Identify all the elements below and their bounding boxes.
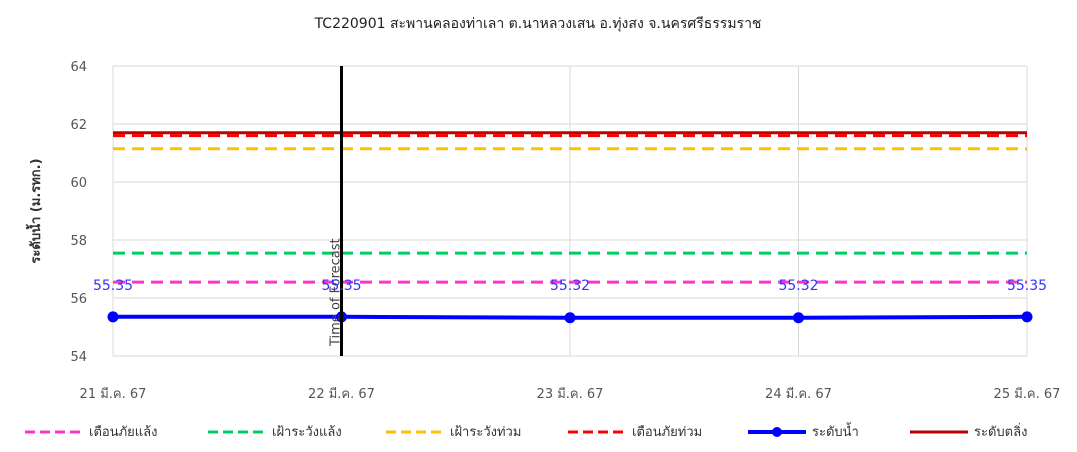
y-tick-label: 62: [70, 118, 87, 133]
legend-label: ระดับน้ำ: [812, 422, 859, 440]
y-tick-label: 54: [70, 350, 87, 365]
legend-label: เฝ้าระวังท่วม: [450, 425, 521, 440]
y-tick-label: 64: [70, 60, 87, 75]
data-point-marker: [564, 312, 576, 324]
data-label: 55.32: [550, 278, 590, 294]
legend-label: เตือนภัยแล้ง: [89, 424, 157, 440]
legend-marker: [772, 427, 782, 437]
y-tick-labels: 54 56 58 60 62 64: [70, 60, 87, 365]
data-point-marker: [107, 311, 119, 323]
gridlines: [112, 65, 1028, 357]
chart-title: TC220901 สะพานคลองท่าเลา ต.นาหลวงเสน อ.ท…: [314, 16, 762, 32]
x-tick-label: 24 มี.ค. 67: [765, 386, 832, 402]
data-label: 55.32: [778, 278, 818, 294]
legend-label: เฝ้าระวังแล้ง: [272, 425, 342, 440]
y-tick-label: 56: [70, 292, 87, 307]
forecast-label: Time of Forecast: [329, 238, 344, 347]
legend-label: เตือนภัยท่วม: [632, 424, 702, 440]
legend: เตือนภัยแล้ง เฝ้าระวังแล้ง เฝ้าระวังท่วม เต…: [25, 422, 1027, 440]
x-tick-label: 21 มี.ค. 67: [80, 386, 147, 402]
data-label: 55.35: [93, 278, 133, 294]
y-tick-label: 60: [70, 176, 87, 191]
series-lines: [107, 131, 1033, 324]
annotations: Time of Forecast: [329, 66, 344, 356]
data-label: 55.35: [321, 278, 361, 294]
x-tick-labels: 21 มี.ค. 67 22 มี.ค. 67 23 มี.ค. 67 24 มี.ค…: [80, 386, 1061, 402]
y-tick-label: 58: [70, 234, 87, 249]
y-axis-label: ระดับน้ำ (ม.รทก.): [25, 158, 44, 263]
x-tick-label: 23 มี.ค. 67: [537, 386, 604, 402]
x-tick-label: 25 มี.ค. 67: [994, 386, 1061, 402]
legend-label: ระดับตลิ่ง: [974, 423, 1027, 440]
data-labels: 55.35 55.35 55.32 55.32 55.35: [93, 278, 1047, 294]
data-point-marker: [793, 312, 804, 324]
x-tick-label: 22 มี.ค. 67: [308, 386, 375, 402]
data-label: 55.35: [1007, 278, 1047, 294]
data-point-marker: [1021, 311, 1033, 323]
